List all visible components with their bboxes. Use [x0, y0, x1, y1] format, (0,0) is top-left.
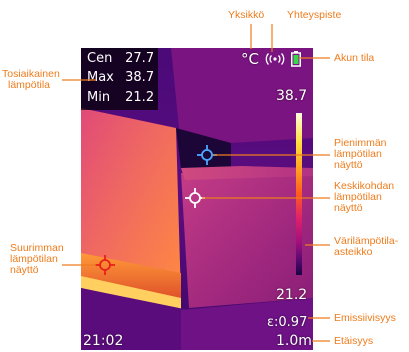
- emissivity-value: ε:0.97: [267, 315, 308, 330]
- center-temp-value: 27.7: [125, 51, 155, 66]
- center-temp-crosshair-icon: [185, 188, 205, 208]
- min-temp-label: Min: [87, 90, 111, 105]
- unit-indicator: °C: [241, 50, 259, 68]
- min-temp-row: Min 21.2: [87, 90, 154, 105]
- max-temp-row: Max 38.7: [87, 70, 154, 85]
- clock-time: 21:02: [83, 333, 124, 349]
- min-temp-display-callout: Pienimmän lämpötilan näyttö: [334, 137, 387, 171]
- color-scale-callout: Värilämpötila- asteikko: [334, 235, 399, 258]
- realtime-temp-callout: Tosiaikainen lämpötila: [2, 68, 60, 91]
- unit-callout: Yksikkö: [228, 9, 265, 21]
- distance-callout: Etäisyys: [334, 335, 374, 347]
- emissivity-callout: Emissiivisyys: [334, 312, 396, 324]
- scale-max-value: 38.7: [276, 88, 308, 104]
- center-temp-display-callout: Keskikohdan lämpötilan näyttö: [334, 180, 395, 214]
- distance-value: 1.0m: [276, 333, 312, 349]
- max-temp-display-callout: Suurimman lämpötilan näyttö: [10, 242, 64, 276]
- center-temp-row: Cen 27.7: [87, 51, 154, 66]
- scale-min-value: 21.2: [276, 287, 308, 303]
- min-temp-value: 21.2: [125, 90, 155, 105]
- connection-callout: Yhteyspiste: [287, 9, 342, 21]
- center-temp-label: Cen: [87, 51, 113, 66]
- crosshair-overlay: [95, 145, 217, 275]
- thermal-screen: Cen 27.7 Max 38.7 Min 21.2 °C 38.7 21.2: [81, 48, 313, 350]
- max-temp-label: Max: [87, 70, 114, 85]
- color-scale-bar: [296, 113, 302, 275]
- battery-callout: Akun tila: [334, 52, 375, 64]
- max-temp-crosshair-icon: [95, 255, 115, 275]
- max-temp-value: 38.7: [125, 70, 155, 85]
- realtime-temperature-panel: Cen 27.7 Max 38.7 Min 21.2: [81, 48, 158, 110]
